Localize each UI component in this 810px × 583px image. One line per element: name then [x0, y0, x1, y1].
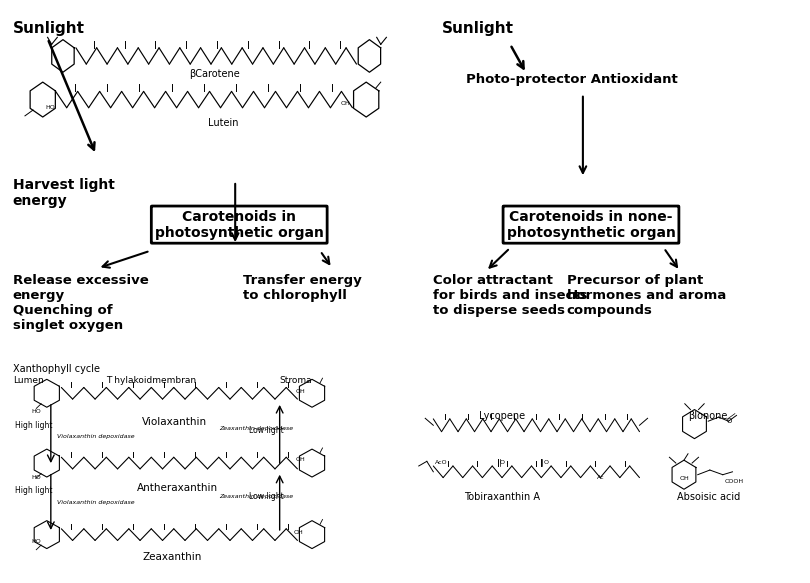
- Text: HO: HO: [32, 539, 41, 544]
- Text: Xanthophyll cycle: Xanthophyll cycle: [13, 364, 100, 374]
- Text: OH: OH: [296, 389, 305, 394]
- Text: βCarotene: βCarotene: [190, 69, 241, 79]
- Text: Stroma: Stroma: [279, 376, 313, 385]
- Text: Zeaxanthin depoxidase: Zeaxanthin depoxidase: [219, 494, 293, 499]
- Text: Color attractant
for birds and insects
to disperse seeds: Color attractant for birds and insects t…: [433, 274, 588, 317]
- Text: Harvest light
energy: Harvest light energy: [13, 178, 115, 208]
- Text: Carotenoids in
photosynthetic organ: Carotenoids in photosynthetic organ: [155, 209, 324, 240]
- Text: Transfer energy
to chlorophyll: Transfer energy to chlorophyll: [243, 274, 362, 302]
- Text: Violaxanthin: Violaxanthin: [143, 416, 207, 427]
- Text: Lutein: Lutein: [208, 118, 238, 128]
- Text: O: O: [500, 460, 505, 465]
- Text: Zeaxanthin: Zeaxanthin: [143, 552, 202, 562]
- Text: HO: HO: [32, 475, 41, 480]
- Text: Violaxanthin depoxidase: Violaxanthin depoxidase: [58, 434, 135, 439]
- Text: Ac: Ac: [597, 475, 604, 480]
- Text: Tobiraxanthin A: Tobiraxanthin A: [464, 492, 540, 502]
- Text: Carotenoids in none-
photosynthetic organ: Carotenoids in none- photosynthetic orga…: [506, 209, 676, 240]
- Text: Release excessive
energy
Quenching of
singlet oxygen: Release excessive energy Quenching of si…: [13, 274, 148, 332]
- Text: HO: HO: [32, 409, 41, 414]
- Text: Sunlight: Sunlight: [13, 21, 85, 36]
- Text: O: O: [544, 460, 549, 465]
- Text: Absoisic acid: Absoisic acid: [676, 492, 740, 502]
- Text: Violaxanthin depoxidase: Violaxanthin depoxidase: [58, 500, 135, 505]
- Text: Antheraxanthin: Antheraxanthin: [137, 483, 218, 493]
- Text: Photo-protector Antioxidant: Photo-protector Antioxidant: [466, 73, 677, 86]
- Text: OH: OH: [340, 101, 350, 106]
- Text: OH: OH: [296, 457, 305, 462]
- Text: COOH: COOH: [724, 479, 744, 484]
- Text: βIonone: βIonone: [688, 411, 728, 421]
- Text: HO: HO: [45, 106, 55, 110]
- Text: T hylakoidmembran: T hylakoidmembran: [106, 376, 196, 385]
- Text: Low light: Low light: [249, 492, 284, 501]
- Text: High light: High light: [15, 486, 53, 496]
- Text: Lycopene: Lycopene: [479, 411, 525, 421]
- Text: O: O: [727, 418, 732, 424]
- Text: High light: High light: [15, 420, 53, 430]
- Text: Sunlight: Sunlight: [441, 21, 514, 36]
- Text: AcO: AcO: [435, 460, 448, 465]
- Text: OH: OH: [293, 530, 303, 535]
- Text: Precursor of plant
hormones and aroma
compounds: Precursor of plant hormones and aroma co…: [567, 274, 726, 317]
- Text: Lumen: Lumen: [13, 376, 44, 385]
- Text: OH: OH: [680, 476, 689, 481]
- Text: Zeaxanthin depoxidase: Zeaxanthin depoxidase: [219, 426, 293, 431]
- Text: Low light: Low light: [249, 426, 284, 436]
